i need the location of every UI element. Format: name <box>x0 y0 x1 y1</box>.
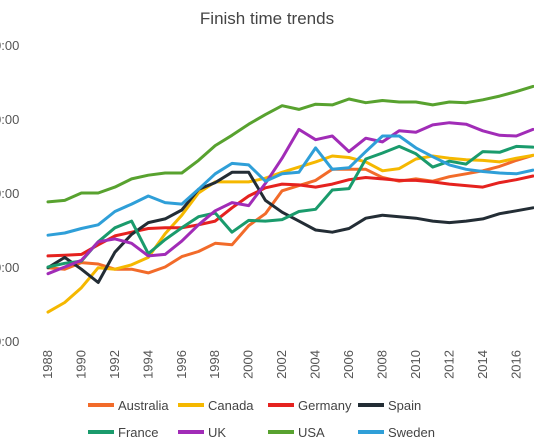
legend-label-germany: Germany <box>298 398 352 413</box>
x-tick-label: 2006 <box>341 350 356 379</box>
x-tick-label: 2004 <box>308 350 323 379</box>
series-layer <box>46 84 534 314</box>
x-tick-label: 2016 <box>508 350 523 379</box>
x-tick-label: 1998 <box>207 350 222 379</box>
x-tick-label: 2000 <box>241 350 256 379</box>
legend-label-usa: USA <box>298 425 325 440</box>
legend-label-canada: Canada <box>208 398 254 413</box>
x-tick-label: 1990 <box>73 350 88 379</box>
y-tick-label: 0:00 <box>0 186 19 201</box>
y-axis-ticks: 0:00 0:00 0:00 0:00 0:00 <box>0 38 19 349</box>
x-tick-label: 1994 <box>140 350 155 379</box>
legend-label-france: France <box>118 425 158 440</box>
chart-title: Finish time trends <box>200 9 334 28</box>
series-line-australia <box>46 153 534 275</box>
legend-label-uk: UK <box>208 425 226 440</box>
series-line-uk <box>46 121 534 276</box>
series-line-canada <box>46 153 534 314</box>
series-line-sweden <box>46 134 534 237</box>
x-tick-label: 2012 <box>441 350 456 379</box>
x-tick-label: 1988 <box>40 350 55 379</box>
x-tick-label: 2014 <box>475 350 490 379</box>
legend: Australia Canada Germany Spain France UK USA Sw… <box>88 398 435 440</box>
x-tick-label: 2002 <box>274 350 289 379</box>
x-tick-label: 1996 <box>174 350 189 379</box>
x-tick-label: 2010 <box>408 350 423 379</box>
y-tick-label: 0:00 <box>0 334 19 349</box>
series-line-germany <box>46 174 534 258</box>
legend-label-spain: Spain <box>388 398 421 413</box>
y-tick-label: 0:00 <box>0 112 19 127</box>
series-line-france <box>46 144 534 269</box>
y-tick-label: 0:00 <box>0 260 19 275</box>
x-axis-ticks: 1988 1990 1992 1994 1996 1998 2000 2002 2004 2006… <box>40 350 523 379</box>
legend-label-sweden: Sweden <box>388 425 435 440</box>
x-tick-label: 2008 <box>374 350 389 379</box>
series-line-usa <box>46 84 534 204</box>
x-tick-label: 1992 <box>107 350 122 379</box>
y-tick-label: 0:00 <box>0 38 19 53</box>
legend-label-australia: Australia <box>118 398 169 413</box>
